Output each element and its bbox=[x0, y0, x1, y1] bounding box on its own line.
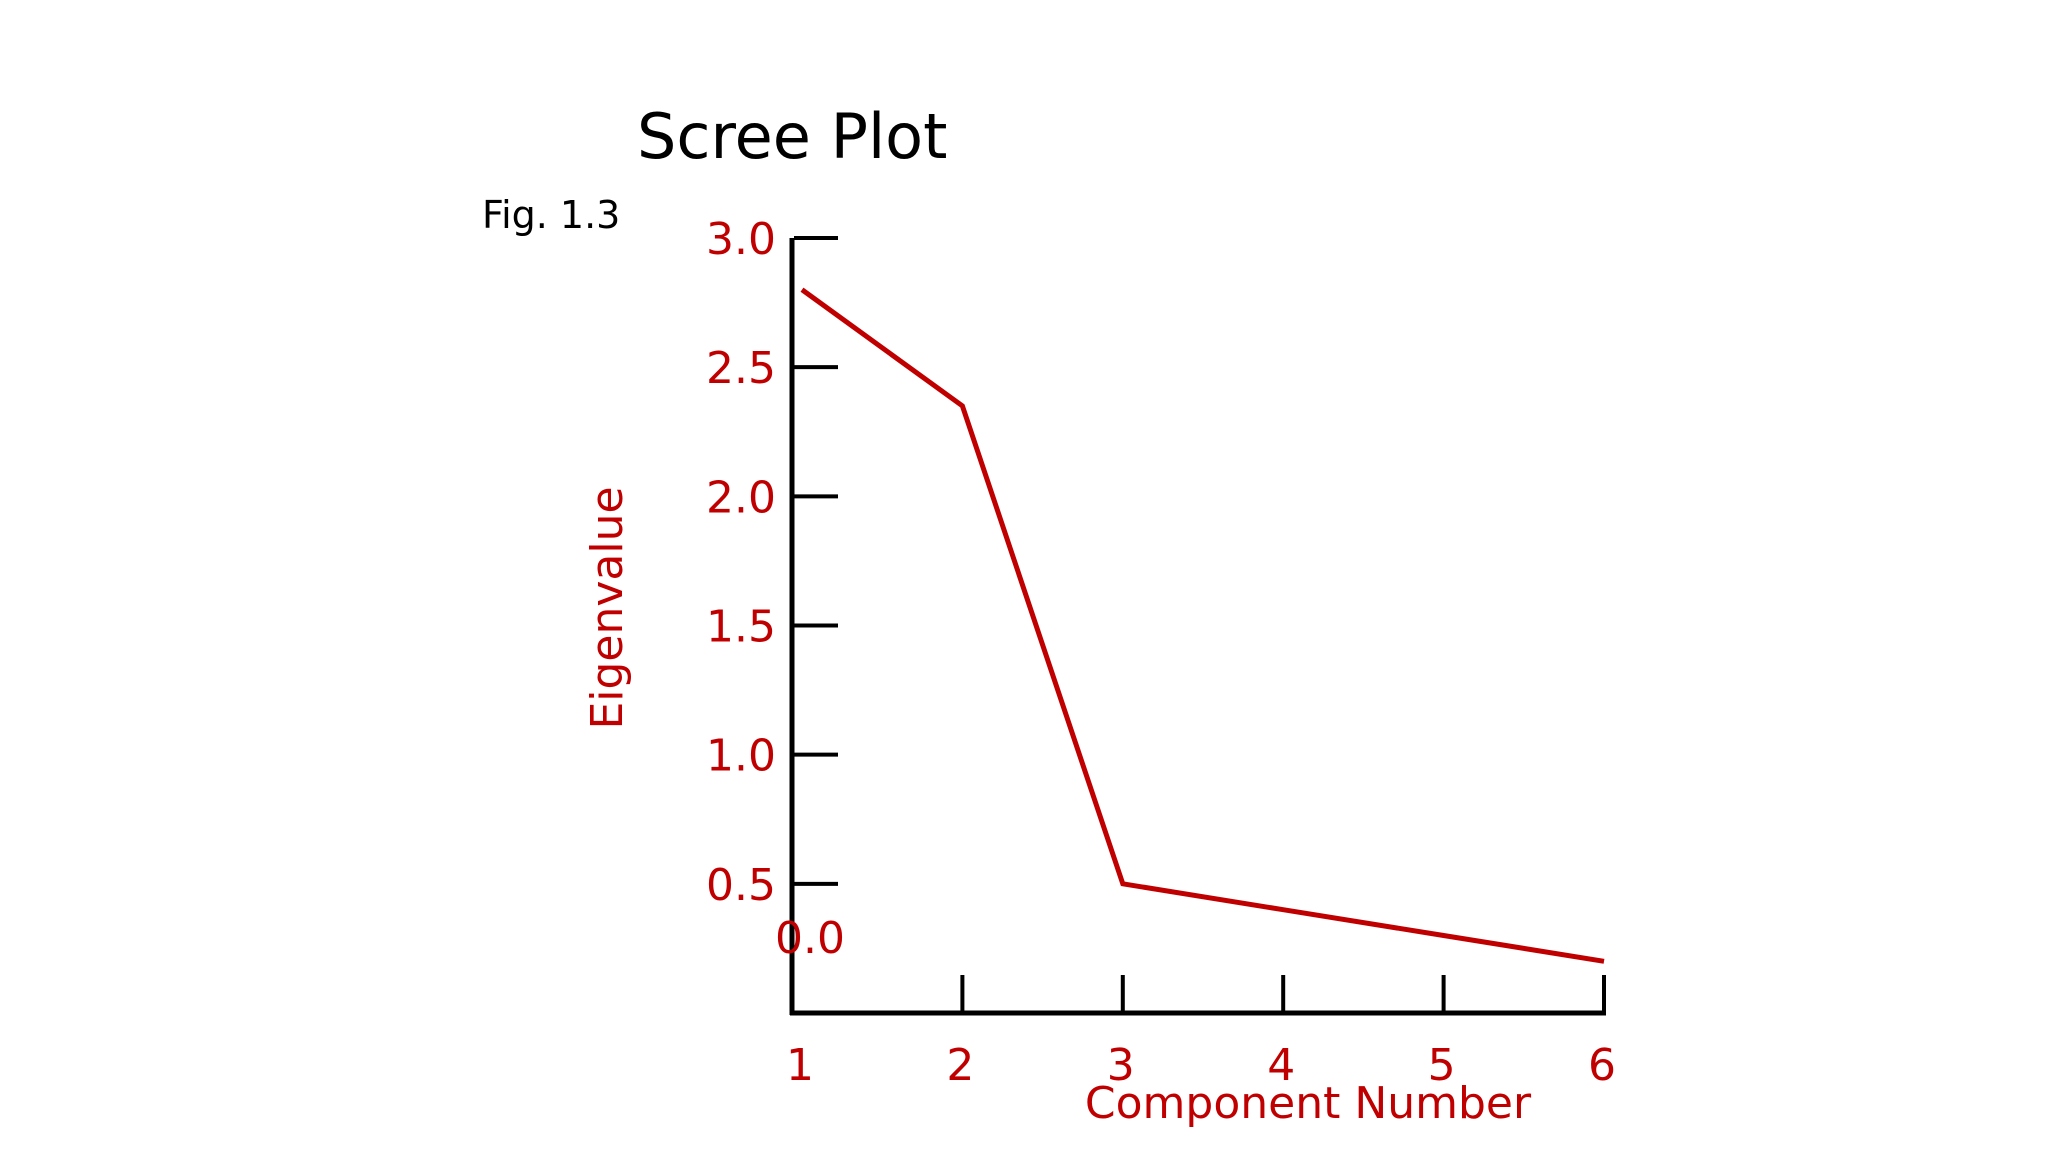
y-tick-label: 3.0 bbox=[706, 214, 776, 265]
x-tick-label: 6 bbox=[1588, 1040, 1616, 1091]
y-tick-group: 0.00.5 1.0 1.5 2.0 2.5 3.0 bbox=[706, 214, 845, 964]
eigenvalue-line bbox=[800, 287, 1605, 964]
x-tick-label: 1 bbox=[786, 1040, 814, 1091]
x-tick-label: 5 bbox=[1428, 1040, 1456, 1091]
y-tick-label: 1.0 bbox=[706, 731, 776, 782]
y-tick-label: 2.0 bbox=[706, 472, 776, 523]
y-tick-label: 0.0 bbox=[775, 913, 845, 964]
x-tick-label: 4 bbox=[1267, 1040, 1295, 1091]
x-axis-label: Component Number bbox=[1085, 1078, 1532, 1129]
series-group bbox=[800, 287, 1605, 964]
y-tick-label: 1.5 bbox=[706, 602, 776, 653]
figure-label: Fig. 1.3 bbox=[482, 193, 620, 237]
y-axis-label: Eigenvalue bbox=[582, 486, 633, 729]
x-tick-group: 1 2 3 4 5 6 bbox=[786, 975, 1616, 1091]
y-tick-label: 2.5 bbox=[706, 343, 776, 394]
x-tick-label: 3 bbox=[1107, 1040, 1135, 1091]
x-tick-label: 2 bbox=[946, 1040, 974, 1091]
y-tick-label: 0.5 bbox=[706, 860, 776, 911]
chart-title: Scree Plot bbox=[637, 100, 947, 173]
